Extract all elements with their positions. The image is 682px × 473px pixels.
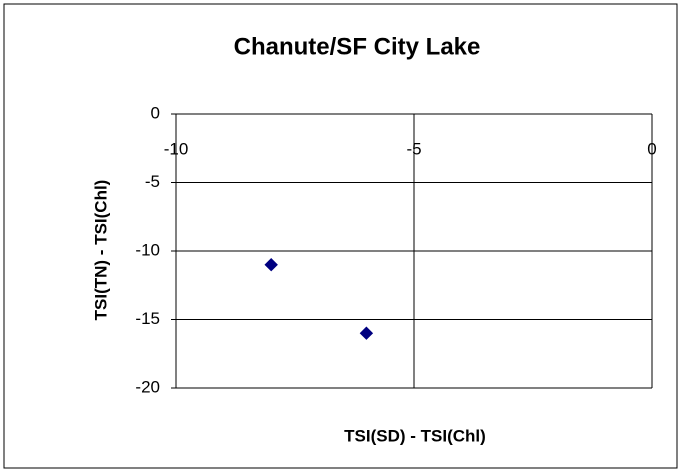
data-point [264,257,278,272]
chart-frame [3,3,678,469]
y-tick-label: 0 [151,103,160,122]
chart-title: Chanute/SF City Lake [234,33,481,60]
y-tick-label: -10 [135,240,160,259]
x-axis-title: TSI(SD) - TSI(Chl) [344,426,486,445]
y-axis-title: TSI(TN) - TSI(Chl) [91,180,110,321]
y-tick-label: -15 [135,309,160,328]
y-tick-label: -5 [145,172,160,191]
data-point [359,326,374,340]
y-tick-label: -20 [135,377,160,396]
